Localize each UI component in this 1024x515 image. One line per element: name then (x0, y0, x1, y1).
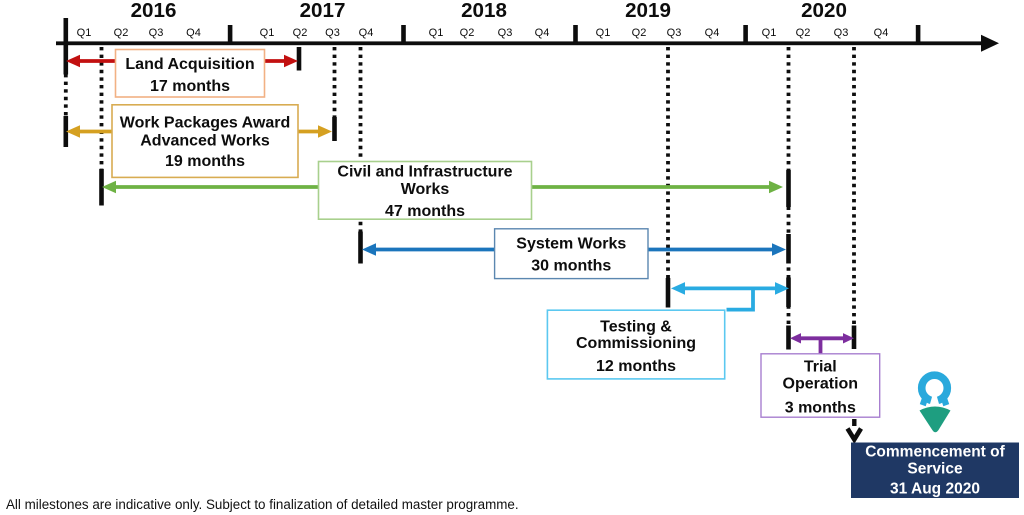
svg-text:2018: 2018 (461, 0, 507, 22)
svg-text:47 months: 47 months (385, 203, 465, 220)
svg-text:Q2: Q2 (460, 27, 475, 39)
svg-text:2017: 2017 (300, 0, 346, 22)
svg-text:Advanced Works: Advanced Works (140, 133, 270, 150)
svg-text:Q1: Q1 (429, 27, 444, 39)
svg-text:2020: 2020 (801, 0, 847, 22)
svg-text:Q3: Q3 (834, 27, 849, 39)
svg-text:Commencement of: Commencement of (865, 444, 1005, 461)
svg-text:Q1: Q1 (762, 27, 777, 39)
svg-text:2019: 2019 (625, 0, 671, 22)
svg-text:All milestones are indicative: All milestones are indicative only. Subj… (6, 497, 519, 512)
svg-text:Q2: Q2 (114, 27, 129, 39)
svg-text:Commissioning: Commissioning (576, 335, 696, 352)
svg-text:Service: Service (907, 461, 963, 478)
svg-text:31 Aug 2020: 31 Aug 2020 (890, 481, 980, 498)
svg-text:Testing &: Testing & (600, 318, 672, 335)
svg-text:17 months: 17 months (150, 78, 230, 95)
svg-text:Operation: Operation (783, 376, 859, 393)
svg-text:Q1: Q1 (260, 27, 275, 39)
svg-text:Q4: Q4 (359, 27, 374, 39)
svg-text:Land Acquisition: Land Acquisition (125, 56, 254, 73)
svg-text:Q3: Q3 (325, 27, 340, 39)
svg-text:30 months: 30 months (531, 258, 611, 275)
svg-text:Q4: Q4 (874, 27, 889, 39)
svg-text:Q4: Q4 (535, 27, 550, 39)
svg-text:Works: Works (401, 181, 450, 198)
svg-text:Q3: Q3 (667, 27, 682, 39)
svg-text:Q1: Q1 (596, 27, 611, 39)
svg-text:3 months: 3 months (785, 400, 856, 417)
svg-text:2016: 2016 (131, 0, 177, 22)
svg-text:Civil and Infrastructure: Civil and Infrastructure (337, 164, 512, 181)
svg-text:Q2: Q2 (632, 27, 647, 39)
svg-text:Q3: Q3 (498, 27, 513, 39)
svg-text:Trial: Trial (804, 359, 837, 376)
svg-text:Q1: Q1 (77, 27, 92, 39)
svg-text:Q2: Q2 (293, 27, 308, 39)
svg-text:Q4: Q4 (186, 27, 201, 39)
svg-text:System Works: System Works (516, 236, 626, 253)
svg-text:Q3: Q3 (149, 27, 164, 39)
svg-text:Q2: Q2 (796, 27, 811, 39)
svg-text:19 months: 19 months (165, 153, 245, 170)
svg-text:Work Packages Award: Work Packages Award (120, 115, 290, 132)
svg-text:Q4: Q4 (705, 27, 720, 39)
svg-text:12 months: 12 months (596, 358, 676, 375)
